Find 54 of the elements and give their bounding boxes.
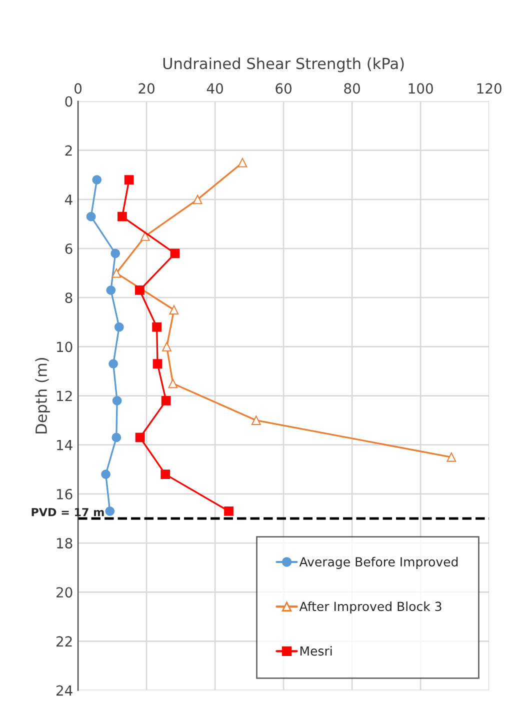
point bbox=[170, 248, 180, 258]
point bbox=[135, 432, 145, 442]
y-axis-title: Depth (m) bbox=[35, 358, 50, 434]
y-tick-label: 16 bbox=[57, 488, 72, 500]
x-axis-title: Undrained Shear Strength (kPa) bbox=[163, 57, 404, 72]
y-tick-label: 4 bbox=[65, 194, 72, 205]
point bbox=[169, 305, 179, 315]
y-tick-label: 0 bbox=[65, 96, 72, 107]
point bbox=[152, 359, 162, 369]
legend-label: After Improved Block 3 bbox=[299, 601, 442, 614]
y-tick-label: 20 bbox=[56, 587, 72, 598]
x-tick-label: 20 bbox=[138, 83, 154, 94]
y-tick-label: 12 bbox=[57, 390, 72, 402]
point bbox=[112, 268, 122, 278]
point bbox=[161, 396, 171, 406]
y-tick-label: 18 bbox=[57, 538, 72, 549]
y-tick-label: 22 bbox=[56, 636, 72, 646]
point bbox=[86, 212, 96, 222]
point bbox=[160, 470, 170, 479]
y-tick-label: 10 bbox=[57, 342, 72, 352]
point bbox=[238, 158, 248, 168]
point bbox=[105, 506, 115, 516]
point bbox=[92, 175, 102, 184]
point bbox=[224, 506, 234, 516]
legend-label: Mesri bbox=[300, 646, 332, 656]
point bbox=[112, 396, 122, 406]
point bbox=[168, 378, 178, 388]
x-tick-label: 120 bbox=[477, 83, 502, 94]
y-tick-label: 14 bbox=[57, 440, 72, 450]
point bbox=[124, 175, 134, 184]
point bbox=[112, 432, 122, 442]
point bbox=[140, 232, 150, 241]
point bbox=[110, 248, 120, 258]
point bbox=[135, 286, 144, 295]
x-tick-label: 80 bbox=[344, 83, 360, 94]
x-tick-label: 100 bbox=[408, 83, 433, 94]
point bbox=[108, 359, 118, 369]
x-tick-label: 0 bbox=[74, 83, 82, 94]
y-tick-label: 2 bbox=[65, 145, 72, 156]
y-tick-label: 24 bbox=[56, 685, 72, 696]
point bbox=[251, 416, 261, 426]
point bbox=[152, 322, 162, 332]
point bbox=[114, 322, 124, 332]
point bbox=[118, 212, 127, 222]
legend-label: Average Before Improved bbox=[299, 556, 458, 569]
point bbox=[162, 342, 172, 352]
point bbox=[192, 194, 202, 204]
y-tick-label: 6 bbox=[65, 243, 72, 254]
x-tick-label: 60 bbox=[276, 83, 292, 94]
point bbox=[106, 286, 116, 295]
x-tick-label: 40 bbox=[206, 83, 223, 94]
y-tick-label: 8 bbox=[65, 292, 72, 304]
point bbox=[446, 452, 456, 462]
point bbox=[101, 470, 110, 479]
